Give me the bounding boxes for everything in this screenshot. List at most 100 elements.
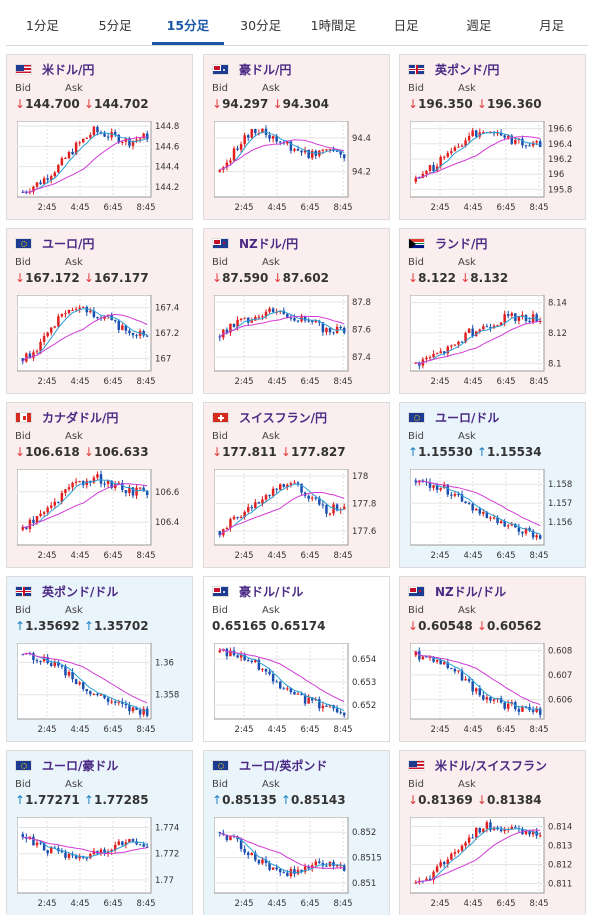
currency-card[interactable]: 豪ドル/円 Bid Ask ↓94.297 ↓94.304 2:45 4:45 6:45 8:…	[203, 54, 390, 220]
currency-card[interactable]: NZドル/円 Bid Ask ↓87.590 ↓87.602 2:45 4:45 6:45 8…	[203, 228, 390, 394]
candle-body	[39, 661, 42, 663]
candle-body	[321, 504, 325, 506]
currency-card[interactable]: ユーロ/ドル Bid Ask ↑1.15530 ↑1.15534 2:45 4:45 6:4…	[399, 402, 586, 568]
prices: ↓0.81369 ↓0.81384	[408, 793, 542, 807]
candle-body	[96, 474, 99, 478]
ma-long-line	[22, 136, 148, 193]
pair-name[interactable]: スイスフラン/円	[239, 410, 328, 425]
candle-body	[524, 831, 528, 835]
candle-body	[496, 132, 499, 134]
tab-2[interactable]: 15分足	[151, 8, 225, 45]
candle-body	[460, 341, 464, 343]
x-tick-label: 2:45	[234, 551, 253, 561]
down-arrow-icon: ↓	[15, 445, 26, 459]
candle-body	[464, 679, 467, 681]
candle-body	[103, 483, 106, 485]
price-chart[interactable]: 2:45 4:45 6:45 8:45 0.814 0.813 0.812 0.811	[410, 817, 580, 911]
pair-name[interactable]: ランド/円	[435, 236, 488, 251]
tab-0[interactable]: 1分足	[25, 18, 59, 33]
price-chart[interactable]: 2:45 4:45 6:45 8:45 0.852 0.8515 0.851	[214, 817, 384, 911]
currency-card[interactable]: 英ポンド/円 Bid Ask ↓196.350 ↓196.360 2:45 4:45 6:4…	[399, 54, 586, 220]
candle-body	[254, 502, 257, 509]
candle-body	[261, 128, 264, 133]
price-chart[interactable]: 2:45 4:45 6:45 8:45 1.158 1.157 1.156	[410, 469, 580, 563]
tab-4[interactable]: 1時間足	[310, 18, 357, 33]
currency-card[interactable]: 豪ドル/ドル Bid Ask 0.65165 0.65174 2:45 4:45 6:45 8…	[203, 576, 390, 742]
tab-6[interactable]: 週足	[466, 18, 492, 33]
currency-card[interactable]: ユーロ/豪ドル Bid Ask ↑1.77271 ↑1.77285 2:45 4:45 6:…	[6, 750, 193, 915]
tab-5[interactable]: 日足	[393, 18, 419, 33]
candle-body	[314, 861, 318, 866]
chart-plot-area	[17, 817, 152, 894]
candle-body	[268, 308, 271, 312]
bid-label: Bid	[212, 83, 228, 94]
tab-3[interactable]: 30分足	[240, 18, 282, 33]
down-arrow-icon: ↓	[212, 97, 223, 111]
candle-body	[428, 357, 432, 359]
pair-name[interactable]: 英ポンド/円	[435, 62, 500, 77]
y-tick-label: 0.654	[352, 655, 376, 665]
price-chart[interactable]: 2:45 4:45 6:45 8:45 0.654 0.653 0.652	[214, 643, 384, 737]
price-chart[interactable]: 2:45 4:45 6:45 8:45 0.608 0.607 0.606	[410, 643, 580, 737]
down-arrow-icon: ↓	[476, 97, 487, 111]
price-chart[interactable]: 2:45 4:45 6:45 8:45 178 177.8 177.6	[214, 469, 384, 563]
pair-name[interactable]: カナダドル/円	[42, 410, 119, 425]
candle-body	[293, 692, 296, 695]
pair-name[interactable]: 英ポンド/ドル	[42, 584, 119, 599]
candle-body	[300, 869, 303, 872]
currency-card[interactable]: スイスフラン/円 Bid Ask ↓177.811 ↓177.827 2:45 4:45 6…	[203, 402, 390, 568]
price-chart[interactable]: 2:45 4:45 6:45 8:45 87.8 87.6 87.4	[214, 295, 384, 389]
currency-card[interactable]: ユーロ/英ポンド Bid Ask ↑0.85135 ↑0.85143 2:45 4:45 6…	[203, 750, 390, 915]
price-chart[interactable]: 2:45 4:45 6:45 8:45 1.36 1.358	[17, 643, 187, 737]
bid-value: 177.811	[222, 445, 277, 459]
pair-name[interactable]: NZドル/円	[239, 236, 299, 251]
x-tick-label: 8:45	[529, 551, 548, 561]
pair-name[interactable]: ユーロ/豪ドル	[42, 758, 119, 773]
pair-name[interactable]: 米ドル/円	[42, 62, 95, 77]
price-chart[interactable]: 2:45 4:45 6:45 8:45 144.8 144.6 144.4 144.2	[17, 121, 187, 215]
price-chart[interactable]: 2:45 4:45 6:45 8:45 1.774 1.772 1.77	[17, 817, 187, 911]
down-arrow-icon: ↓	[280, 445, 291, 459]
candle-body	[453, 147, 457, 152]
price-chart[interactable]: 2:45 4:45 6:45 8:45 106.6 106.4	[17, 469, 187, 563]
candle-body	[482, 695, 485, 700]
currency-card[interactable]: 米ドル/円 Bid Ask ↓144.700 ↓144.702 2:45 4:45 6:45…	[6, 54, 193, 220]
candle-body	[49, 663, 53, 666]
currency-card[interactable]: 英ポンド/ドル Bid Ask ↑1.35692 ↑1.35702 2:45 4:45 6:…	[6, 576, 193, 742]
pair-name[interactable]: ユーロ/英ポンド	[239, 758, 328, 773]
card-title: 米ドル/円	[15, 61, 94, 77]
candle-body	[218, 650, 222, 653]
currency-card[interactable]: ユーロ/円 Bid Ask ↓167.172 ↓167.177 2:45 4:45 6:45…	[6, 228, 193, 394]
price-chart[interactable]: 2:45 4:45 6:45 8:45 94.4 94.2	[214, 121, 384, 215]
ma-long-line	[219, 491, 345, 536]
candle-body	[145, 335, 149, 337]
pair-name[interactable]: ユーロ/ドル	[435, 410, 500, 425]
tab-1[interactable]: 5分足	[98, 18, 132, 33]
candle-body	[236, 148, 239, 150]
candle-body	[339, 712, 342, 714]
bid-value: 1.15530	[418, 445, 473, 459]
pair-name[interactable]: 豪ドル/ドル	[239, 584, 304, 599]
candle-body	[232, 148, 236, 161]
candle-body	[103, 694, 106, 699]
pair-name[interactable]: NZドル/ドル	[435, 584, 507, 599]
currency-card[interactable]: NZドル/ドル Bid Ask ↓0.60548 ↓0.60562 2:45 4:45 6:…	[399, 576, 586, 742]
currency-card[interactable]: 米ドル/スイスフラン Bid Ask ↓0.81369 ↓0.81384 2:45 4:4…	[399, 750, 586, 915]
price-chart[interactable]: 2:45 4:45 6:45 8:45 167.4 167.2 167	[17, 295, 187, 389]
x-tick-label: 8:45	[136, 551, 155, 561]
price-chart[interactable]: 2:45 4:45 6:45 8:45 196.6 196.4 196.2 196 195.8	[410, 121, 580, 215]
candle-body	[81, 682, 85, 690]
bid-ask-labels: Bid Ask	[212, 83, 280, 94]
pair-name[interactable]: 豪ドル/円	[239, 62, 292, 77]
tab-7[interactable]: 月足	[539, 18, 565, 33]
pair-name[interactable]: ユーロ/円	[42, 236, 95, 251]
candle-body	[428, 165, 432, 171]
candle-body	[286, 688, 289, 690]
currency-card[interactable]: カナダドル/円 Bid Ask ↓106.618 ↓106.633 2:45 4:45 6:…	[6, 402, 193, 568]
candle-body	[464, 501, 467, 503]
price-chart[interactable]: 2:45 4:45 6:45 8:45 8.14 8.12 8.1	[410, 295, 580, 389]
currency-card[interactable]: ランド/円 Bid Ask ↓8.122 ↓8.132 2:45 4:45 6:45 8:45…	[399, 228, 586, 394]
x-tick-label: 4:45	[70, 899, 89, 909]
pair-name[interactable]: 米ドル/スイスフラン	[435, 758, 548, 773]
candle-body	[286, 141, 289, 144]
